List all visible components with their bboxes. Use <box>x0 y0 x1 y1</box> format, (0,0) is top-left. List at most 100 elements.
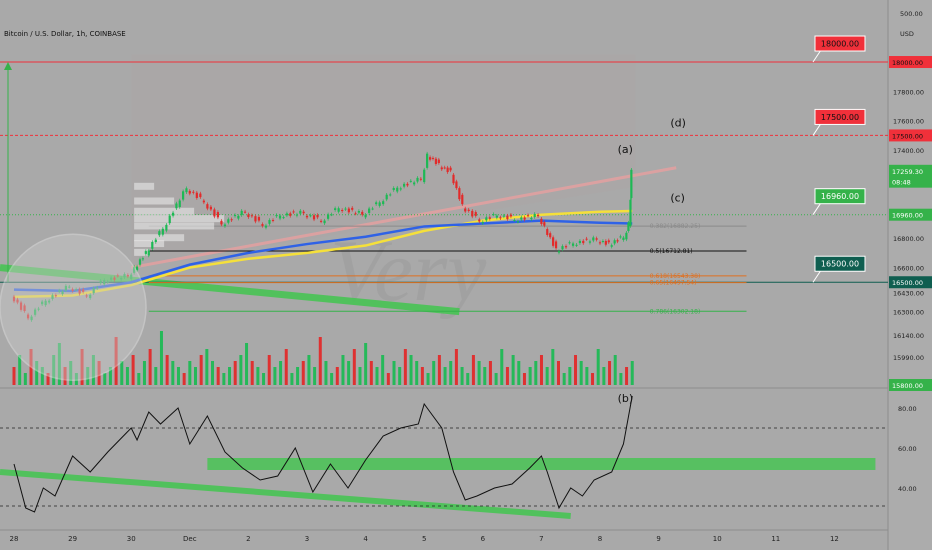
candle-body <box>396 187 399 192</box>
candle-body <box>568 242 571 244</box>
axis-badge <box>889 175 932 188</box>
candle-body <box>41 301 44 305</box>
profile-bar <box>134 240 165 248</box>
candle-body <box>16 299 19 303</box>
candle-body <box>126 275 129 277</box>
candle-body <box>357 211 361 213</box>
candle-body <box>536 214 540 217</box>
candle-body <box>513 219 516 221</box>
volume-bar <box>318 337 322 385</box>
volume-bar <box>551 349 555 385</box>
candle-body <box>64 285 68 291</box>
volume-bar <box>517 361 521 385</box>
candle-body <box>382 201 385 205</box>
candle-body <box>237 216 240 219</box>
wave-label: (b) <box>618 392 634 405</box>
candle-body <box>33 309 37 315</box>
callout-label: 16500.00 <box>821 260 859 269</box>
candle-body <box>312 215 316 220</box>
candle-body <box>467 209 470 211</box>
volume-bar <box>23 373 27 385</box>
candle-body <box>168 215 171 224</box>
ma-blue <box>13 219 633 293</box>
volume-bar <box>228 367 232 385</box>
rsi-tick: 60.00 <box>898 445 917 453</box>
volume-bar <box>239 355 243 385</box>
volume-bar <box>57 343 61 385</box>
candle-body <box>289 213 292 216</box>
candle-body <box>92 288 95 294</box>
volume-bar <box>415 361 419 385</box>
axis-badge-label: 17259.30 <box>892 168 923 176</box>
candle-body <box>37 308 40 310</box>
candle-body <box>323 220 326 224</box>
candle-body <box>51 295 54 299</box>
axis-badge <box>889 208 932 221</box>
candle-body <box>440 167 443 170</box>
candle-body <box>549 233 552 238</box>
price-tick: 15990.00 <box>893 354 924 362</box>
price-candles <box>12 151 633 322</box>
volume-bar <box>199 355 203 385</box>
candle-body <box>561 246 564 250</box>
chart-title: Bitcoin / U.S. Dollar, 1h, COINBASE <box>4 30 126 38</box>
candle-body <box>99 280 102 284</box>
candle-body <box>302 211 305 214</box>
axis-badge-label: 18000.00 <box>892 59 923 67</box>
candle-body <box>361 211 364 215</box>
candle-body <box>406 183 409 186</box>
candle-body <box>171 212 175 216</box>
time-tick: 4 <box>363 535 368 543</box>
volume-bar <box>216 367 220 385</box>
volume-bar <box>40 367 44 385</box>
volume-bar <box>437 355 441 385</box>
candle-body <box>578 240 582 244</box>
volume-bar <box>211 361 215 385</box>
time-tick: 6 <box>481 535 486 543</box>
time-tick: 11 <box>771 535 780 543</box>
axis-badge-label: 15800.00 <box>892 382 923 390</box>
volume-bar <box>364 343 368 385</box>
volume-bar <box>483 367 487 385</box>
volume-bar <box>97 361 101 385</box>
candle-body <box>275 214 278 217</box>
volume-bar <box>608 361 612 385</box>
volume-bar <box>381 355 385 385</box>
volume-bar <box>108 367 112 385</box>
profile-bar <box>134 234 185 242</box>
volume-bar <box>125 367 129 385</box>
price-tick: 16800.00 <box>893 235 924 243</box>
candle-body <box>264 225 268 228</box>
volume-bar <box>12 367 16 385</box>
candle-body <box>619 236 622 238</box>
volume-bar <box>630 361 634 385</box>
price-tick: 16300.00 <box>893 309 924 317</box>
candle-body <box>585 238 588 240</box>
candle-body <box>478 219 481 222</box>
volume-bar <box>296 367 300 385</box>
callout-pointer <box>812 269 822 283</box>
candle-body <box>120 278 123 280</box>
candle-body <box>419 178 422 180</box>
candle-body <box>458 188 461 200</box>
candle-body <box>378 202 381 206</box>
candle-body <box>471 210 474 217</box>
candle-body <box>506 215 509 220</box>
candle-body <box>89 294 92 299</box>
candle-body <box>449 167 452 171</box>
candle-body <box>78 289 81 294</box>
candle-body <box>341 210 344 212</box>
candle-body <box>416 177 419 182</box>
volume-bar <box>579 361 583 385</box>
volume-bar <box>585 367 589 385</box>
volume-bar <box>154 367 158 385</box>
time-tick: 2 <box>246 535 250 543</box>
volume-bar <box>313 367 317 385</box>
volume-bar <box>324 361 328 385</box>
candle-body <box>627 222 630 231</box>
volume-bar <box>494 373 498 385</box>
volume-bar <box>574 355 578 385</box>
volume-bar <box>432 361 436 385</box>
